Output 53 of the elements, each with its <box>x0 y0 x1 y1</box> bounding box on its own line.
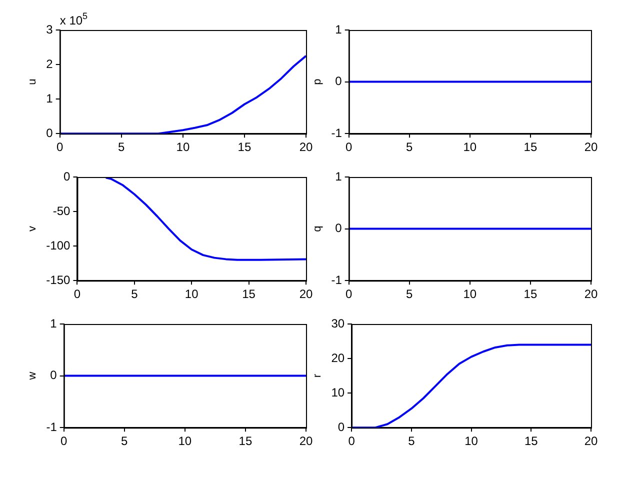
x-tick-label: 10 <box>184 287 199 302</box>
y-tick-label: 10 <box>331 385 345 400</box>
y-axis-title: v <box>26 226 39 232</box>
x-tick-label: 10 <box>464 434 478 448</box>
y-tick-label: 20 <box>331 350 345 365</box>
y-tick-label: -1 <box>331 272 342 287</box>
x-tick-label: 15 <box>242 287 256 302</box>
y-axis-title: w <box>26 372 39 381</box>
x-tick-label: 5 <box>406 140 414 154</box>
y-tick-label: 2 <box>46 56 54 71</box>
y-tick-label: 0 <box>338 420 345 434</box>
x-tick-label: 10 <box>176 140 190 154</box>
x-tick-label: 15 <box>238 140 252 154</box>
x-tick-label: 10 <box>178 434 192 448</box>
x-tick-label: 15 <box>524 434 538 448</box>
x-tick-label: 5 <box>121 434 128 448</box>
y-axis-title: p <box>312 78 324 85</box>
x-tick-label: 20 <box>584 140 598 154</box>
y-tick-label: 3 <box>46 22 54 36</box>
y-tick-label: 0 <box>46 126 54 140</box>
x-tick-label: 15 <box>524 287 538 302</box>
x-tick-label: 15 <box>524 140 538 154</box>
y-tick-label: 1 <box>50 316 58 330</box>
x-tick-label: 10 <box>463 287 477 302</box>
y-tick-label: 0 <box>64 169 71 184</box>
x-tick-label: 15 <box>238 434 252 448</box>
y-axis-title: u <box>26 78 39 85</box>
x-tick-label: 5 <box>131 287 138 302</box>
x-tick-label: 5 <box>406 287 414 302</box>
x-tick-label: 20 <box>584 287 598 302</box>
y-axis-title: r <box>312 374 324 378</box>
y-tick-label: 1 <box>46 91 54 106</box>
y-axis-title: q <box>312 226 324 232</box>
y-tick-label: -50 <box>52 204 71 218</box>
y-tick-label: 0 <box>50 368 58 382</box>
x-tick-label: 0 <box>74 287 81 302</box>
y-tick-label: 0 <box>335 221 342 236</box>
y-tick-label: 0 <box>335 74 342 88</box>
y-tick-label: -1 <box>46 420 58 434</box>
x-tick-label: 5 <box>408 434 416 448</box>
x-tick-label: 0 <box>348 434 356 448</box>
y-tick-label: -100 <box>46 238 71 252</box>
x-tick-label: 20 <box>299 140 313 154</box>
x-tick-label: 20 <box>299 434 313 448</box>
x-tick-label: 20 <box>584 434 598 448</box>
y-tick-label: -150 <box>46 272 71 287</box>
x-tick-label: 5 <box>118 140 126 154</box>
y-tick-label: 30 <box>331 316 345 330</box>
y-tick-label: 1 <box>335 22 342 36</box>
y-tick-label: 1 <box>335 169 342 184</box>
x-tick-label: 10 <box>463 140 477 154</box>
x-tick-label: 20 <box>299 287 313 302</box>
y-tick-label: -1 <box>331 126 342 140</box>
